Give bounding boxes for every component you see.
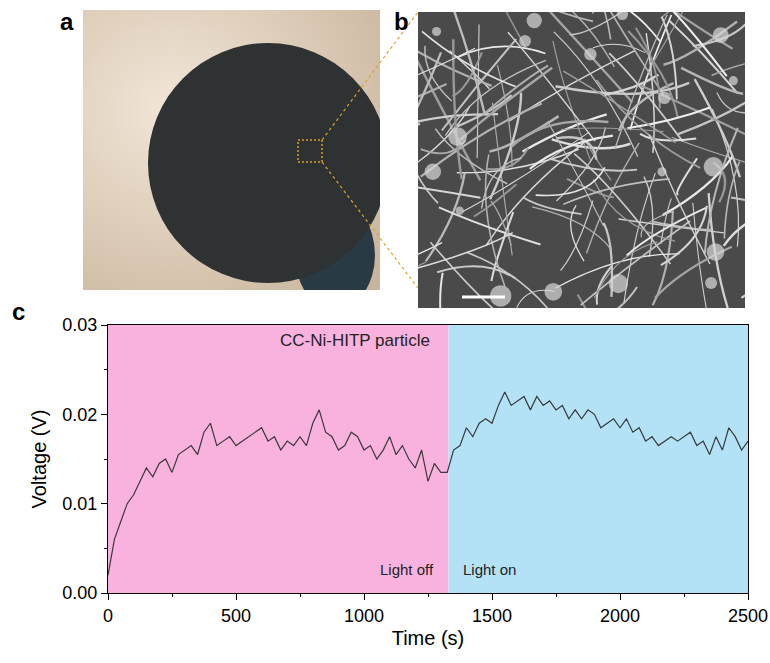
- svg-text:Light on: Light on: [463, 561, 516, 578]
- svg-text:Voltage (V): Voltage (V): [28, 410, 50, 509]
- svg-text:Light off: Light off: [380, 561, 434, 578]
- svg-text:0.01: 0.01: [62, 494, 97, 514]
- svg-text:1500: 1500: [472, 606, 512, 626]
- html-text:b: b: [394, 8, 409, 35]
- svg-text:0.02: 0.02: [62, 405, 97, 425]
- svg-text:0.03: 0.03: [62, 315, 97, 335]
- svg-text:2000: 2000: [600, 606, 640, 626]
- svg-text:1000: 1000: [344, 606, 384, 626]
- html-text:c: c: [12, 298, 26, 325]
- svg-text:500: 500: [221, 606, 251, 626]
- svg-text:0.00: 0.00: [62, 583, 97, 603]
- svg-text:Time (s): Time (s): [392, 627, 465, 649]
- html-text:a: a: [60, 8, 74, 35]
- svg-text:0: 0: [103, 606, 113, 626]
- svg-text:CC-Ni-HITP particle: CC-Ni-HITP particle: [280, 331, 430, 350]
- svg-text:2500: 2500: [728, 606, 768, 626]
